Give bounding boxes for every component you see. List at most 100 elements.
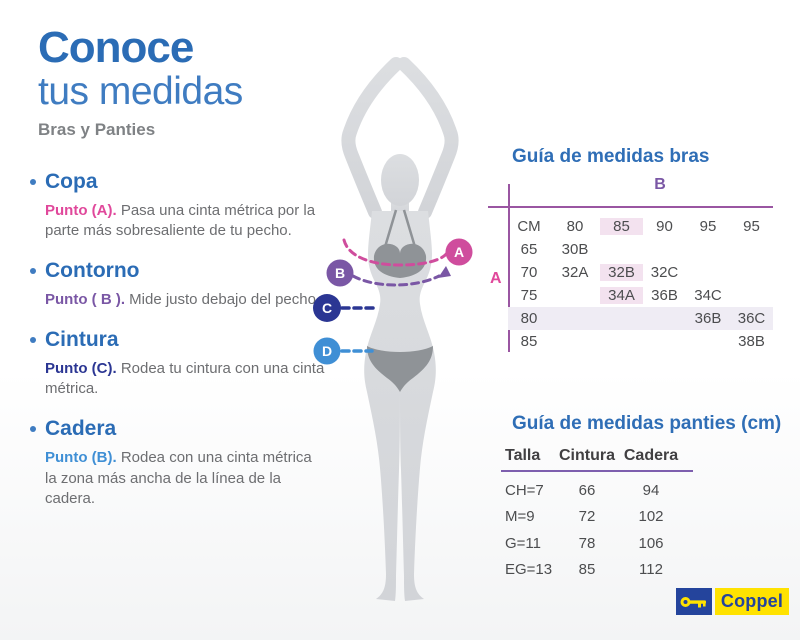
page-subtitle: Bras y Panties [38, 119, 156, 139]
table-row: 85 38B [508, 330, 773, 353]
marker-a: A [445, 238, 473, 266]
panties-header-underline [501, 470, 693, 472]
column-header-cadera: Cadera [623, 447, 679, 464]
bullet-icon [30, 337, 36, 344]
page-title-secondary: tus medidas [38, 69, 243, 113]
section-title: Contorno [45, 259, 140, 283]
bras-table-horizontal-line [488, 206, 773, 208]
table-cell: 32C [650, 264, 679, 281]
table-cell: 85 [578, 561, 596, 579]
panties-size-table: CH=7 66 94 M=9 72 102 G=11 78 106 EG=13 85 112 [503, 477, 686, 583]
point-label-c: Punto (C). [45, 360, 117, 378]
table-cell: 90 [656, 218, 673, 235]
point-label-b: Punto ( B ). [45, 291, 125, 309]
description-text: Pasa una cinta métrica por la parte más … [45, 202, 316, 240]
figure-panties [367, 346, 433, 392]
description-text: Rodea con una cinta métrica la zona más … [45, 449, 312, 507]
table-cell: 66 [578, 481, 596, 499]
marker-d: D [313, 337, 341, 365]
table-cell: 30B [561, 241, 589, 258]
section-description: Punto (A). Pasa una cinta métrica por la… [45, 201, 325, 241]
panties-table-header-row: Talla Cintura Cadera [503, 447, 686, 465]
table-cell: 32A [561, 264, 589, 281]
table-cell: 80 [566, 218, 584, 235]
figure-bra [373, 243, 427, 278]
table-row: M=9 72 102 [503, 504, 686, 531]
bras-size-guide: Guía de medidas bras B A CM 80 85 90 95 95 65 3… [488, 146, 778, 356]
section-title: Copa [45, 170, 98, 193]
table-cell: 75 [520, 287, 538, 304]
figure-head [381, 154, 419, 206]
section-description: Punto (B). Rodea con una cinta métrica l… [45, 448, 325, 508]
table-cell: 78 [578, 534, 596, 552]
column-header-cintura: Cintura [559, 447, 615, 464]
table-cell: M=9 [505, 508, 535, 526]
description-text: Rodea tu cintura con una cinta métrica. [45, 360, 325, 398]
coppel-logo: Coppel [676, 588, 789, 615]
point-label-a: Punto (A). [45, 202, 117, 219]
bullet-icon [30, 179, 36, 185]
bras-size-table: CM 80 85 90 95 95 65 30B 70 32A 32B 32C 75 34A 36B 34C 8… [508, 215, 773, 353]
table-cell: 36B [694, 310, 722, 327]
section-description: Punto (C). Rodea tu cintura con una cint… [45, 359, 325, 399]
section-title: Cadera [45, 417, 117, 441]
table-cell: 70 [520, 264, 538, 281]
section-heading: Cintura [30, 328, 325, 352]
marker-b: B [326, 259, 354, 287]
measure-line-b [351, 274, 441, 287]
table-cell: 72 [578, 508, 596, 526]
section-contorno: Contorno Punto ( B ). Mide justo debajo … [30, 259, 325, 310]
bullet-icon [30, 426, 36, 433]
figure-bra-straps [383, 209, 417, 248]
table-cell: 85 [600, 218, 643, 235]
point-label-d: Punto (B). [45, 449, 117, 467]
bras-table-vertical-line [508, 184, 510, 352]
section-title: Cintura [45, 328, 119, 352]
marker-c: C [313, 294, 341, 322]
column-header-talla: Talla [505, 447, 541, 464]
bullet-icon [30, 268, 36, 275]
svg-text:B: B [335, 265, 345, 281]
coppel-wordmark-box: Coppel [715, 588, 789, 615]
bras-axis-top-label: B [654, 176, 666, 193]
table-row: 65 30B [508, 238, 773, 261]
table-cell: 34C [694, 287, 722, 304]
table-row: CM 80 85 90 95 95 [508, 215, 773, 238]
page-title-block: Conoce tus medidas Bras y Panties [38, 23, 243, 140]
measure-line-b-arrowhead [438, 266, 451, 278]
svg-text:D: D [322, 343, 332, 359]
section-heading: Cadera [30, 417, 325, 441]
table-cell: 36C [737, 310, 766, 327]
table-cell: 94 [642, 481, 660, 499]
table-row: 75 34A 36B 34C [508, 284, 773, 307]
table-cell: 112 [639, 561, 663, 579]
coppel-key-box [676, 588, 712, 615]
table-cell: 80 [520, 310, 538, 327]
body-measurement-figure: A B C D [313, 57, 473, 601]
table-row: 70 32A 32B 32C [508, 261, 773, 284]
section-heading: Copa [30, 170, 325, 194]
measurement-instructions: Copa Punto (A). Pasa una cinta métrica p… [30, 170, 325, 527]
table-cell: 106 [638, 534, 664, 552]
table-cell: 36B [651, 287, 678, 304]
table-cell: 102 [638, 508, 664, 526]
table-row: 80 36B 36C [508, 307, 773, 330]
table-cell: 95 [699, 218, 717, 235]
panties-guide-title: Guía de medidas panties (cm) [512, 413, 782, 434]
table-cell: CH=7 [505, 481, 544, 499]
table-cell: 85 [520, 333, 538, 350]
figure-right-arm [397, 57, 459, 219]
section-cadera: Cadera Punto (B). Rodea con una cinta mé… [30, 417, 325, 508]
table-row: EG=13 85 112 [503, 557, 686, 584]
bras-axis-left-label: A [490, 270, 502, 287]
table-cell: CM [517, 218, 541, 235]
panties-size-guide: Guía de medidas panties (cm) Talla Cintu… [488, 413, 781, 613]
table-cell: 34A [600, 287, 643, 304]
measure-line-a [342, 238, 450, 267]
figure-body-silhouette [364, 211, 436, 601]
page-title: Conoce [38, 23, 194, 72]
bras-guide-title: Guía de medidas bras [512, 146, 710, 167]
table-cell: 95 [743, 218, 760, 235]
section-heading: Contorno [30, 259, 325, 283]
table-cell: 38B [738, 333, 765, 350]
